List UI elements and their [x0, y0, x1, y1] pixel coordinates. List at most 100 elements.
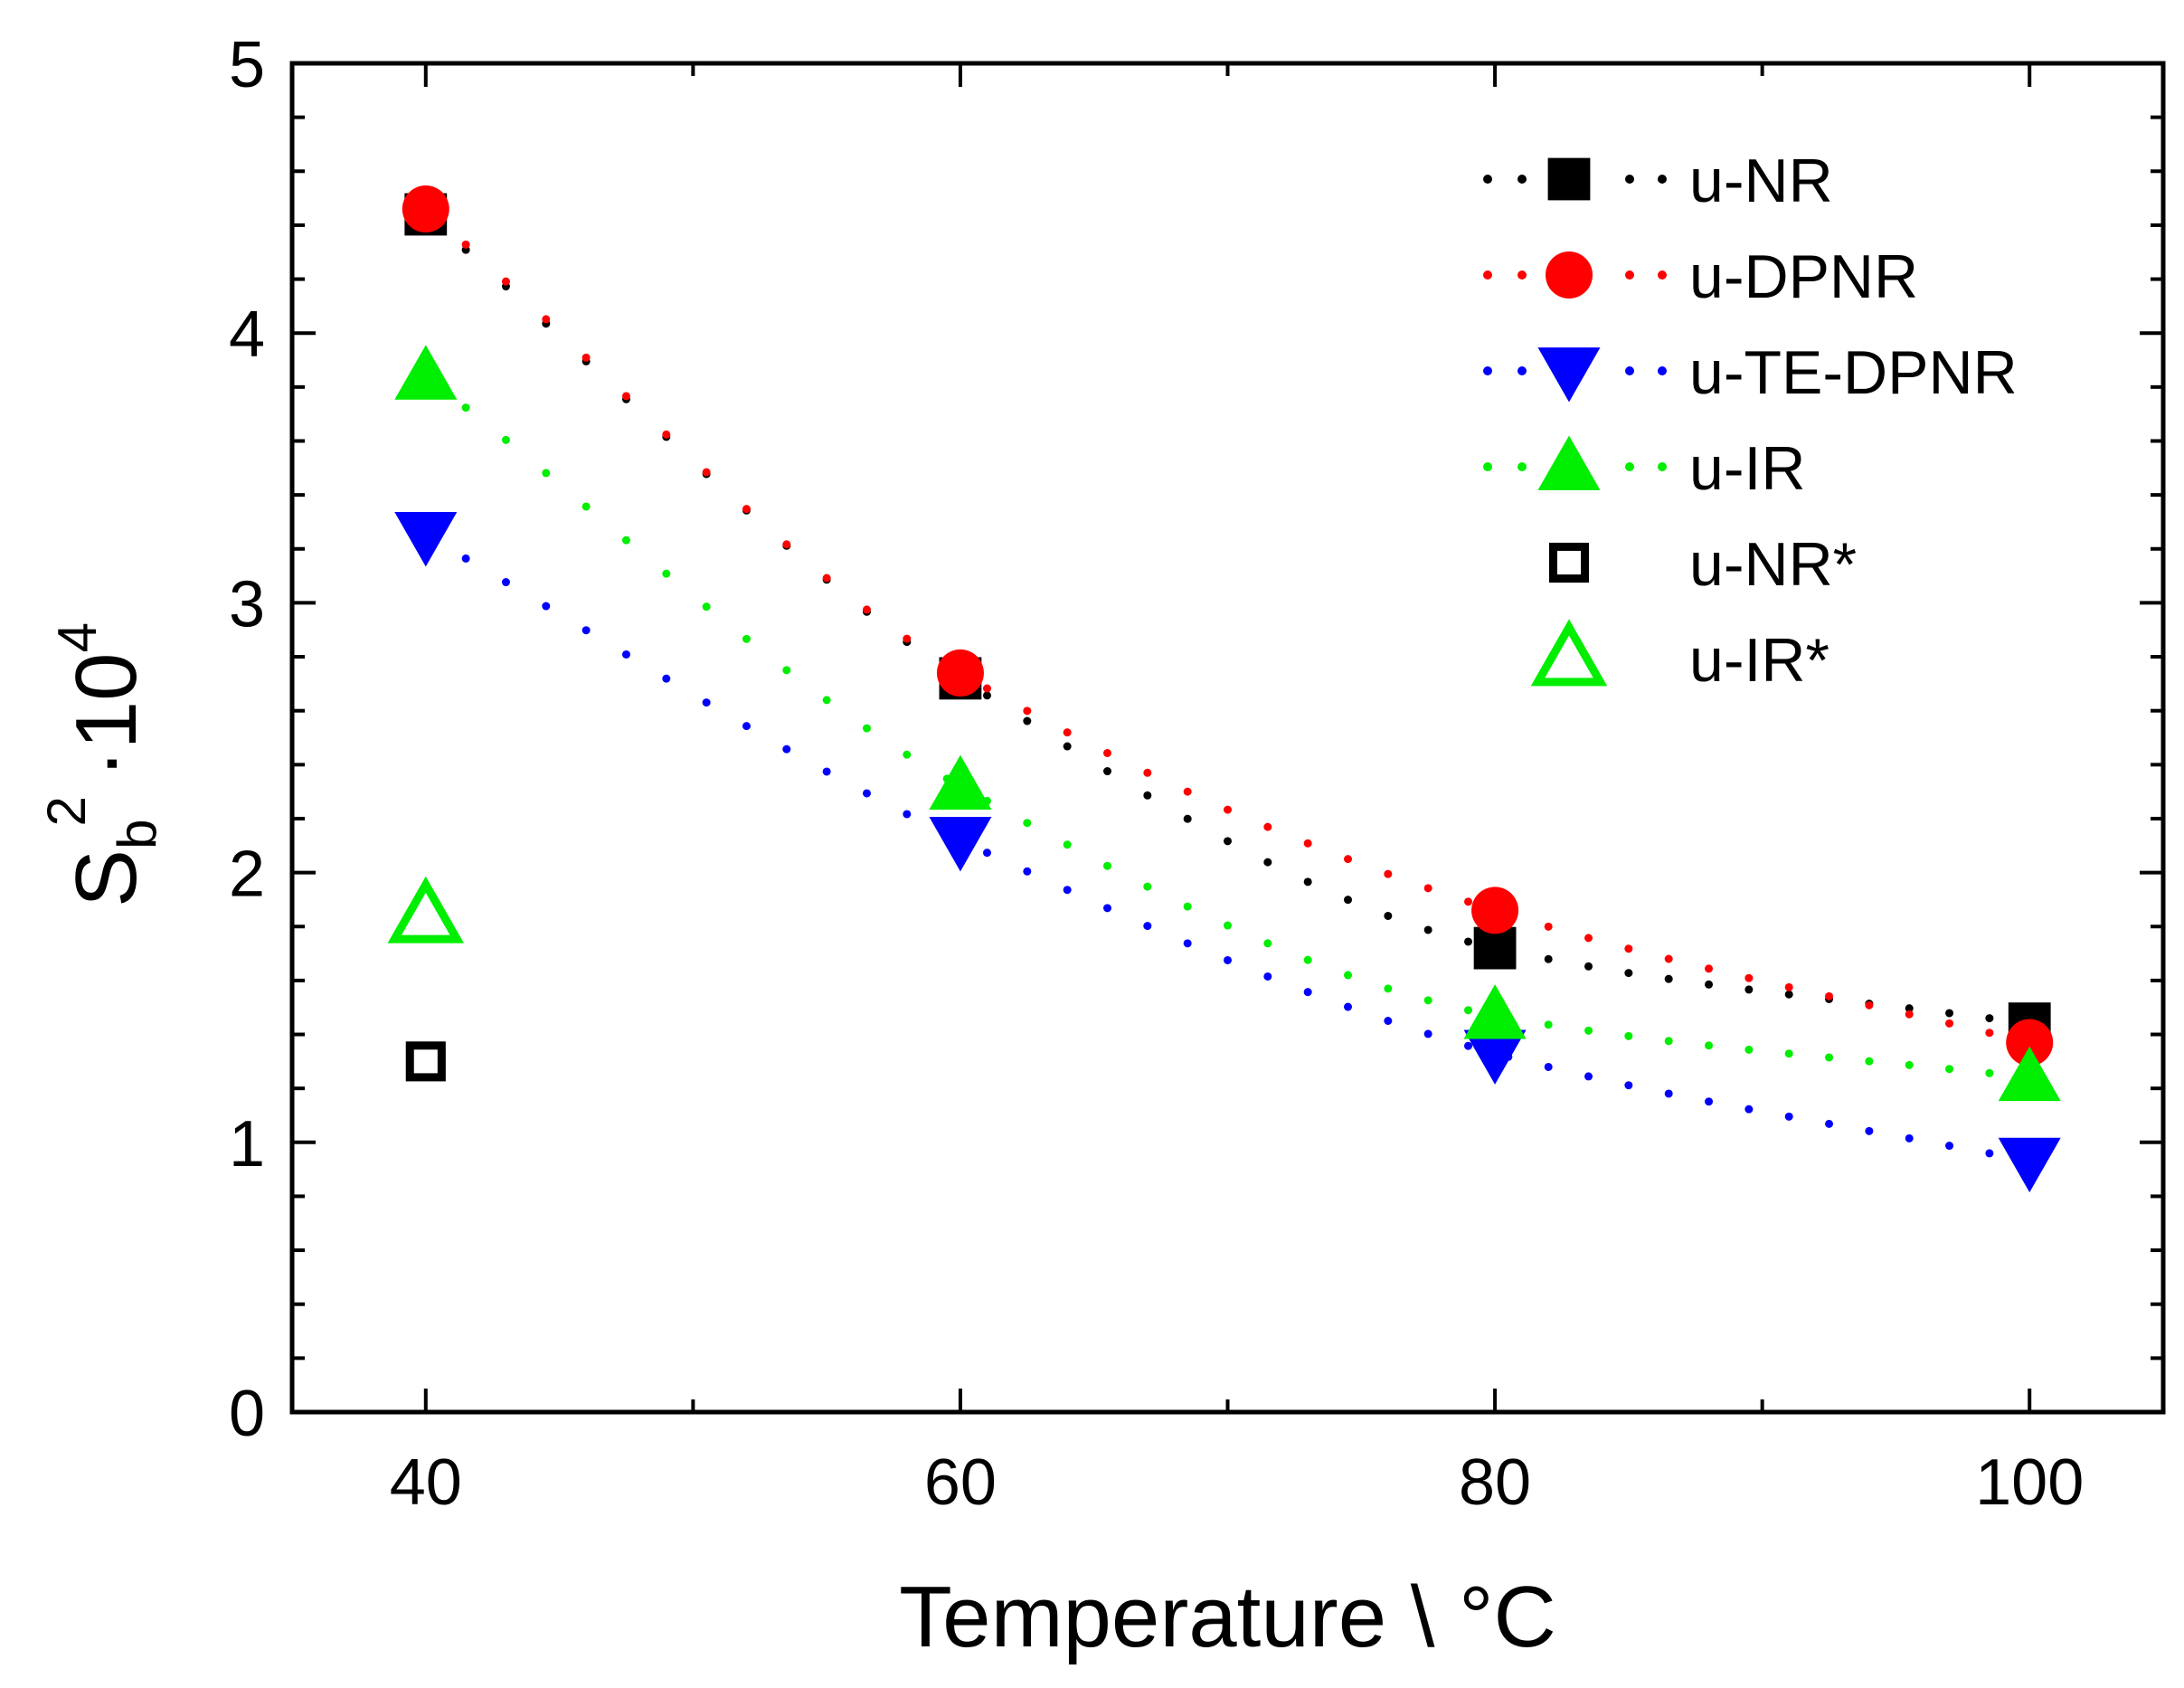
series-dot [1664, 974, 1673, 983]
series-dot [1664, 954, 1673, 963]
series-dot [1344, 896, 1353, 905]
series-dot [982, 684, 991, 693]
series-dot [1705, 964, 1714, 973]
series-dot [702, 602, 711, 612]
series-dot [662, 674, 671, 683]
series-dot [621, 650, 630, 659]
series-dot [581, 626, 591, 635]
series-dot [1102, 767, 1111, 776]
series-dot [1143, 922, 1152, 931]
series-dot [1744, 1105, 1754, 1114]
legend-marker [1537, 347, 1601, 403]
series-dot [1784, 1112, 1793, 1121]
legend-line-dot [1483, 462, 1492, 471]
y-axis-subscript: b [107, 820, 167, 849]
legend-line-dot [1658, 366, 1667, 375]
series-dot [822, 574, 831, 583]
series-dot [1464, 937, 1473, 946]
series-dot [742, 505, 751, 514]
series-dot [1224, 955, 1232, 964]
y-tick-label: 2 [229, 839, 265, 911]
series-dot [862, 605, 871, 614]
series-dot [1263, 822, 1272, 831]
series-dot [903, 634, 912, 643]
series-dot [1464, 1006, 1473, 1015]
series-dot [742, 634, 751, 643]
legend-label: u-NR* [1689, 530, 1857, 599]
y-tick-label: 5 [229, 29, 265, 101]
legend-line-dot [1483, 366, 1492, 375]
y-axis-factor: ·10 [58, 652, 155, 778]
series-dot [782, 744, 791, 754]
series-dot [822, 696, 831, 705]
data-point [929, 816, 992, 872]
series-dot [1063, 728, 1072, 737]
series-dot [1303, 988, 1312, 997]
legend-line-dot [1483, 270, 1492, 280]
series-dot [1063, 742, 1072, 751]
series-dot [782, 666, 791, 675]
legend: u-NR u-DPNR u-TE-DPNR u-IR u-NR* u-IR* [1483, 147, 2018, 695]
series-dot [1945, 1019, 1954, 1028]
series-dot [1384, 869, 1393, 878]
series-dot [1985, 1014, 1994, 1023]
series-dot [1584, 934, 1593, 943]
series-dot [862, 724, 871, 733]
series-dot [1263, 972, 1272, 981]
series-dot [1705, 1097, 1714, 1106]
series-dot [1423, 884, 1432, 893]
legend-marker [1546, 251, 1593, 299]
series-dot [1544, 1020, 1553, 1029]
series-dot [1102, 861, 1111, 870]
series-dot [1624, 1081, 1633, 1090]
legend-label: u-IR* [1689, 626, 1829, 695]
series-dot [1023, 867, 1032, 876]
legend-line-dot [1517, 366, 1527, 375]
series-dot [1945, 1065, 1954, 1074]
legend-label: u-IR [1689, 434, 1805, 503]
data-point [1998, 1137, 2061, 1193]
series-dot [1744, 1045, 1754, 1054]
series-dot [1825, 1119, 1834, 1128]
data-point [394, 511, 458, 567]
legend-label: u-NR [1689, 147, 1833, 215]
series-dot [1784, 990, 1793, 999]
series-dot [1143, 882, 1152, 891]
series-dot [1183, 814, 1192, 823]
series-dot [1423, 925, 1432, 934]
series-dot [1344, 971, 1353, 980]
series-dot [1063, 840, 1072, 849]
series-dot [1905, 1004, 1914, 1013]
series-dot [542, 315, 551, 324]
series-dot [1865, 1057, 1874, 1066]
legend-line-dot [1658, 270, 1667, 280]
y-axis-factor-exponent: 4 [47, 622, 108, 652]
series-dot [1825, 991, 1834, 1000]
legend-line-dot [1625, 366, 1634, 375]
plot-area-frame [289, 61, 2166, 1415]
series-dot [1102, 904, 1111, 913]
data-markers [387, 185, 2061, 1193]
series-dot [782, 540, 791, 549]
series-dot [1905, 1060, 1914, 1069]
series-dot [1384, 911, 1393, 920]
series-dot [1584, 1026, 1593, 1035]
series-dot [1224, 805, 1232, 814]
series-dot [1384, 984, 1393, 993]
series-dot [702, 698, 711, 707]
series-dot [1624, 1031, 1633, 1040]
series-dot [1303, 877, 1312, 887]
y-tick-label: 0 [229, 1378, 265, 1450]
data-point [929, 754, 992, 811]
series-dot [1784, 1049, 1793, 1058]
series-dot [1544, 954, 1553, 963]
series-dot [501, 578, 510, 587]
legend-marker [1537, 435, 1601, 490]
series-dot [702, 468, 711, 477]
legend-marker [1548, 542, 1590, 583]
data-point [936, 649, 984, 697]
data-point [387, 876, 465, 944]
legend-line-dot [1517, 270, 1527, 280]
series-dot [1664, 1037, 1673, 1046]
series-dot [1744, 985, 1754, 994]
